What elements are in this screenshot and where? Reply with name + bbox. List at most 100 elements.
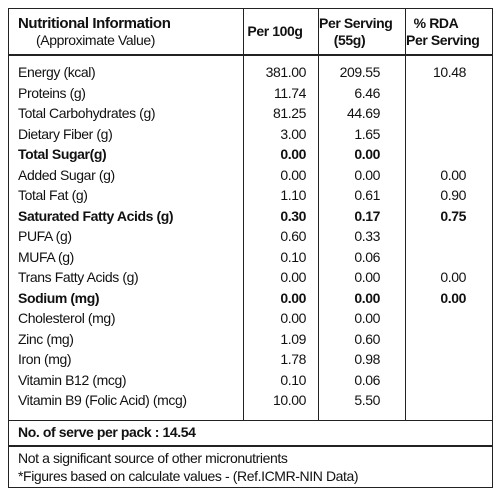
- subtitle: (Approximate Value): [36, 31, 155, 48]
- value-cell: [405, 123, 493, 144]
- table-row: Sodium (mg) 0.00 0.00 0.00: [8, 287, 493, 308]
- footer-note: Not a significant source of other micron…: [18, 449, 288, 466]
- value-cell: 0.10: [243, 369, 319, 390]
- value-cell: [405, 103, 493, 124]
- table-row: Dietary Fiber (g) 3.00 1.65: [8, 123, 493, 144]
- value-cell: 0.06: [318, 246, 406, 267]
- table-row: Vitamin B9 (Folic Acid) (mcg) 10.00 5.50: [8, 390, 493, 420]
- value-cell: 11.74: [243, 82, 319, 103]
- nutrient-name: Vitamin B12 (mcg): [8, 369, 244, 390]
- footer-cell: Not a significant source of other micron…: [8, 444, 493, 487]
- serve-text: No. of serve per pack : 14.54: [8, 419, 493, 446]
- table-row: Zinc (mg) 1.09 0.60: [8, 328, 493, 349]
- nutrient-name: Sodium (mg): [8, 287, 244, 308]
- nutrient-name: Total Sugar(g): [8, 144, 244, 165]
- nutrition-table: Nutritional Information (Approximate Val…: [8, 8, 493, 488]
- header-cell: Per Serving (55g): [318, 8, 406, 56]
- value-cell: 0.33: [318, 226, 406, 247]
- serve-row: No. of serve per pack : 14.54: [8, 419, 493, 446]
- table-row: Energy (kcal) 381.00 209.55 10.48: [8, 55, 493, 83]
- header-cell: % RDA Per Serving: [405, 8, 493, 56]
- value-cell: 1.09: [243, 328, 319, 349]
- value-cell: 44.69: [318, 103, 406, 124]
- nutrient-name: Added Sugar (g): [8, 164, 244, 185]
- nutrient-name: Trans Fatty Acids (g): [8, 267, 244, 288]
- value-cell: [405, 349, 493, 370]
- nutrient-name: Zinc (mg): [8, 328, 244, 349]
- value-cell: 0.61: [318, 185, 406, 206]
- value-cell: 0.00: [243, 287, 319, 308]
- nutrient-name: Saturated Fatty Acids (g): [8, 205, 244, 226]
- value-cell: 0.00: [318, 287, 406, 308]
- header-cell: Per 100g: [243, 8, 319, 56]
- nutrient-name: Energy (kcal): [8, 55, 244, 83]
- table-body: Nutritional Information (Approximate Val…: [8, 8, 493, 487]
- value-cell: [405, 144, 493, 165]
- value-cell: 0.17: [318, 205, 406, 226]
- value-cell: 5.50: [318, 390, 406, 420]
- table-row: PUFA (g) 0.60 0.33: [8, 226, 493, 247]
- value-cell: 6.46: [318, 82, 406, 103]
- value-cell: 0.75: [405, 205, 493, 226]
- value-cell: [405, 82, 493, 103]
- table-row: Proteins (g) 11.74 6.46: [8, 82, 493, 103]
- value-cell: 1.65: [318, 123, 406, 144]
- title: Nutritional Information: [18, 14, 171, 32]
- table-row: Trans Fatty Acids (g) 0.00 0.00 0.00: [8, 267, 493, 288]
- value-cell: 10.00: [243, 390, 319, 420]
- value-cell: 1.10: [243, 185, 319, 206]
- value-cell: 81.25: [243, 103, 319, 124]
- value-cell: 0.00: [318, 164, 406, 185]
- value-cell: [405, 390, 493, 420]
- nutrient-name: Vitamin B9 (Folic Acid) (mcg): [8, 390, 244, 420]
- footer-row: Not a significant source of other micron…: [8, 444, 493, 487]
- value-cell: 0.60: [318, 328, 406, 349]
- nutrient-name: Iron (mg): [8, 349, 244, 370]
- table-row: Cholesterol (mg) 0.00 0.00: [8, 308, 493, 329]
- value-cell: 3.00: [243, 123, 319, 144]
- value-cell: 0.00: [243, 308, 319, 329]
- nutrient-name: Total Fat (g): [8, 185, 244, 206]
- value-cell: [405, 226, 493, 247]
- value-cell: 381.00: [243, 55, 319, 83]
- table-row: Total Carbohydrates (g) 81.25 44.69: [8, 103, 493, 124]
- column-header: Per Serving: [319, 14, 393, 31]
- value-cell: 0.00: [243, 267, 319, 288]
- table-row: Iron (mg) 1.78 0.98: [8, 349, 493, 370]
- table-row: Saturated Fatty Acids (g) 0.30 0.17 0.75: [8, 205, 493, 226]
- nutrient-name: Cholesterol (mg): [8, 308, 244, 329]
- footer-note: *Figures based on calculate values - (Re…: [18, 467, 359, 484]
- column-header: Per 100g: [247, 23, 303, 39]
- nutrient-name: PUFA (g): [8, 226, 244, 247]
- value-cell: 10.48: [405, 55, 493, 83]
- value-cell: 209.55: [318, 55, 406, 83]
- value-cell: [405, 308, 493, 329]
- value-cell: 0.06: [318, 369, 406, 390]
- value-cell: 0.90: [405, 185, 493, 206]
- nutrient-name: Total Carbohydrates (g): [8, 103, 244, 124]
- table-row: Vitamin B12 (mcg) 0.10 0.06: [8, 369, 493, 390]
- value-cell: 0.00: [318, 267, 406, 288]
- table-row: MUFA (g) 0.10 0.06: [8, 246, 493, 267]
- value-cell: 0.00: [405, 164, 493, 185]
- column-header: % RDA: [413, 14, 459, 31]
- value-cell: [405, 246, 493, 267]
- column-header: Per Serving: [406, 31, 480, 48]
- value-cell: 0.60: [243, 226, 319, 247]
- value-cell: 0.30: [243, 205, 319, 226]
- value-cell: 0.00: [318, 308, 406, 329]
- nutrient-name: Dietary Fiber (g): [8, 123, 244, 144]
- value-cell: 0.98: [318, 349, 406, 370]
- header-row: Nutritional Information (Approximate Val…: [8, 8, 493, 56]
- value-cell: 0.00: [243, 144, 319, 165]
- value-cell: [405, 328, 493, 349]
- value-cell: [405, 369, 493, 390]
- nutrient-name: Proteins (g): [8, 82, 244, 103]
- nutrient-name: MUFA (g): [8, 246, 244, 267]
- table-row: Total Fat (g) 1.10 0.61 0.90: [8, 185, 493, 206]
- table-row: Total Sugar(g) 0.00 0.00: [8, 144, 493, 165]
- value-cell: 0.00: [318, 144, 406, 165]
- value-cell: 0.10: [243, 246, 319, 267]
- table-row: Added Sugar (g) 0.00 0.00 0.00: [8, 164, 493, 185]
